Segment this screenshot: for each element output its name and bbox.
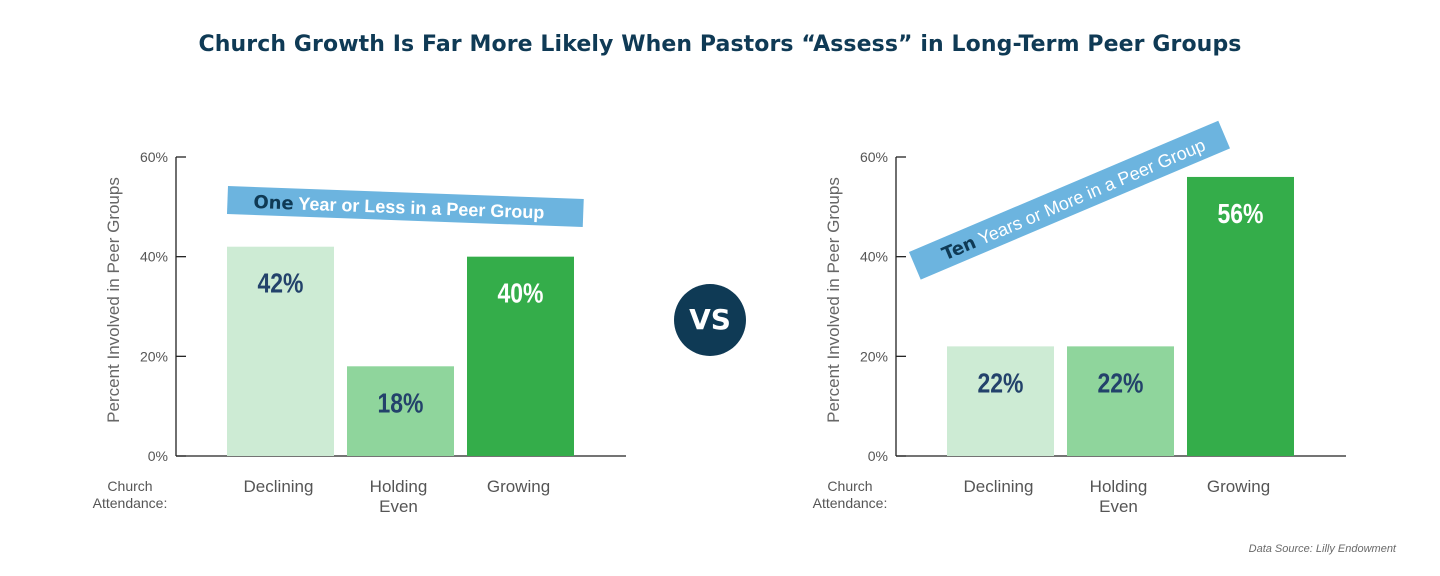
y-tick-label: 60% (860, 149, 888, 165)
y-tick-label: 0% (868, 448, 888, 464)
banner-box (226, 186, 584, 228)
y-tick-label: 0% (148, 448, 168, 464)
category-label: Declining (964, 477, 1034, 496)
banner-bold-word: One (253, 192, 294, 214)
bar-value-label: 22% (978, 368, 1024, 399)
category-label: Growing (1207, 477, 1270, 496)
banner-rest: Years or More in a Peer Group (971, 135, 1208, 251)
x-axis-label: Church (827, 478, 872, 494)
y-axis-label: Percent Involved in Peer Groups (104, 177, 123, 423)
category-label: Holding (1090, 477, 1148, 496)
y-tick-label: 20% (140, 348, 168, 364)
bar-value-label: 42% (258, 269, 304, 300)
bar (947, 346, 1054, 456)
category-label: Even (1099, 497, 1138, 516)
banner: Ten Years or More in a Peer Group (909, 120, 1231, 280)
data-source: Data Source: Lilly Endowment (1248, 543, 1396, 555)
y-tick-label: 20% (860, 348, 888, 364)
y-axis-label: Percent Involved in Peer Groups (824, 177, 843, 423)
bar (467, 256, 574, 456)
banner-text: Ten Years or More in a Peer Group (939, 135, 1209, 265)
x-axis-label: Attendance: (93, 495, 168, 511)
bar-value-label: 18% (378, 388, 424, 419)
category-label: Growing (487, 477, 550, 496)
chart-title: Church Growth Is Far More Likely When Pa… (198, 32, 1242, 57)
chart-ten-years-or-more: Percent Involved in Peer Groups 0% 20% 40% 6… (813, 120, 1346, 516)
bar-value-label: 56% (1218, 199, 1264, 230)
category-label: Declining (244, 477, 314, 496)
x-axis-label: Church (107, 478, 152, 494)
y-tick-label: 60% (140, 149, 168, 165)
banner: One Year or Less in a Peer Group (226, 186, 584, 228)
bar-value-label: 40% (498, 279, 544, 310)
category-label: Even (379, 497, 418, 516)
x-axis-label: Attendance: (813, 495, 888, 511)
bar (227, 246, 334, 456)
category-label: Holding (370, 477, 428, 496)
chart-one-year-or-less: Percent Involved in Peer Groups 0% 20% 40% 6… (93, 149, 626, 516)
banner-box (909, 120, 1231, 280)
bar (347, 366, 454, 456)
vs-badge: VS (674, 284, 746, 356)
bar (1187, 176, 1294, 456)
y-tick-label: 40% (860, 249, 888, 265)
bar (1067, 346, 1174, 456)
y-tick-label: 40% (140, 249, 168, 265)
bar-value-label: 22% (1098, 368, 1144, 399)
